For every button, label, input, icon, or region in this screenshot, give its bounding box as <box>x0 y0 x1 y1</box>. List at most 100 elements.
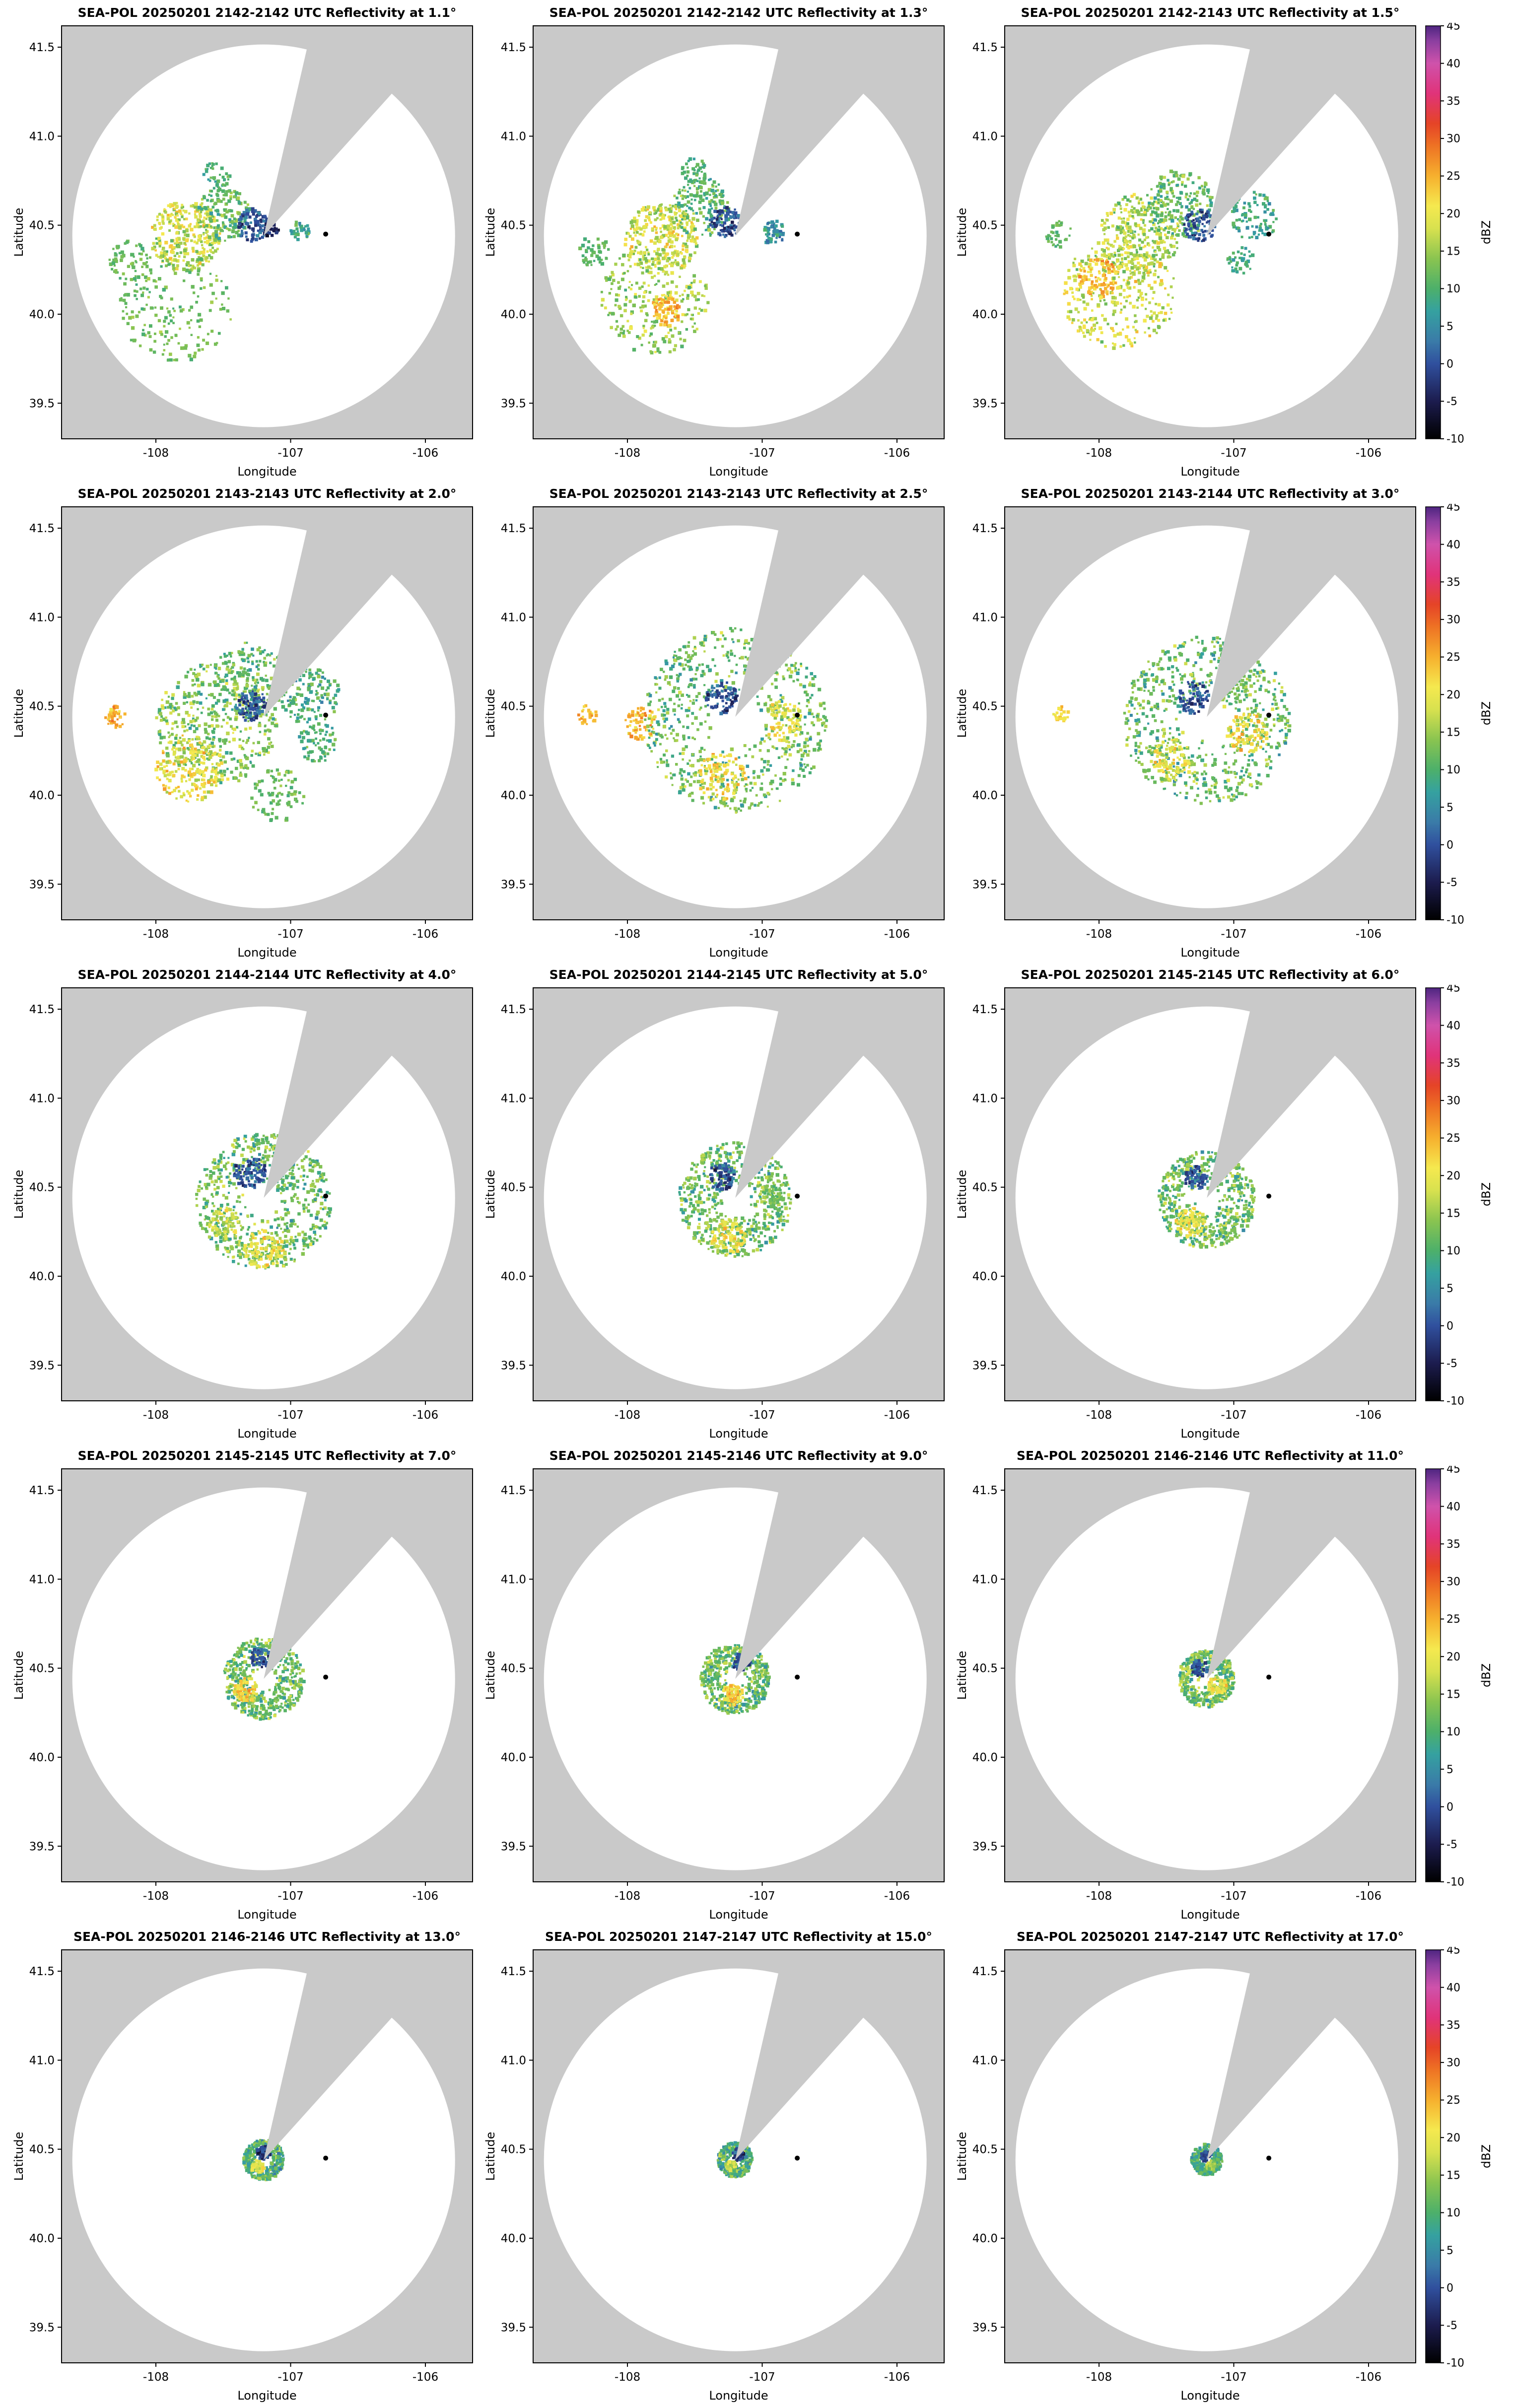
svg-text:-108: -108 <box>615 447 640 460</box>
panel-title: SEA-POL 20250201 2145-2145 UTC Reflectiv… <box>6 1446 478 1466</box>
svg-text:dBZ: dBZ <box>1479 220 1493 244</box>
svg-text:45: 45 <box>1446 23 1460 33</box>
radar-panel: SEA-POL 20250201 2147-2147 UTC Reflectiv… <box>478 1927 949 2406</box>
svg-text:39.5: 39.5 <box>972 397 998 410</box>
radar-plot: -108-107-10639.540.040.541.041.5Longitud… <box>949 1466 1421 1925</box>
panel-title: SEA-POL 20250201 2146-2146 UTC Reflectiv… <box>949 1446 1421 1466</box>
svg-text:40.5: 40.5 <box>29 700 55 713</box>
svg-text:Longitude: Longitude <box>709 465 768 479</box>
svg-text:40: 40 <box>1446 58 1460 70</box>
svg-text:Latitude: Latitude <box>483 208 497 257</box>
svg-text:39.5: 39.5 <box>29 397 55 410</box>
panel-title: SEA-POL 20250201 2147-2147 UTC Reflectiv… <box>478 1927 949 1947</box>
radar-plot: -108-107-10639.540.040.541.041.5Longitud… <box>6 1947 478 2406</box>
figure-row-3: SEA-POL 20250201 2144-2144 UTC Reflectiv… <box>6 965 1513 1446</box>
svg-text:41.0: 41.0 <box>29 130 55 143</box>
svg-text:25: 25 <box>1446 170 1460 183</box>
radar-plot: -108-107-10639.540.040.541.041.5Longitud… <box>478 1947 949 2406</box>
radar-panel: SEA-POL 20250201 2146-2146 UTC Reflectiv… <box>6 1927 478 2406</box>
radar-plot: -108-107-10639.540.040.541.041.5Longitud… <box>478 23 949 482</box>
svg-text:40.5: 40.5 <box>501 219 526 232</box>
svg-text:40.0: 40.0 <box>29 308 55 321</box>
panel-title: SEA-POL 20250201 2142-2143 UTC Reflectiv… <box>949 3 1421 23</box>
svg-text:Longitude: Longitude <box>237 465 296 479</box>
panel-title: SEA-POL 20250201 2142-2142 UTC Reflectiv… <box>6 3 478 23</box>
figure-row-5: SEA-POL 20250201 2146-2146 UTC Reflectiv… <box>6 1927 1513 2408</box>
radar-panel: SEA-POL 20250201 2146-2146 UTC Reflectiv… <box>949 1446 1421 1925</box>
svg-text:-107: -107 <box>1221 447 1246 460</box>
svg-text:41.5: 41.5 <box>501 41 526 54</box>
svg-text:Longitude: Longitude <box>1180 465 1239 479</box>
figure-row-1: SEA-POL 20250201 2142-2142 UTC Reflectiv… <box>6 3 1513 484</box>
radar-plot: -108-107-10639.540.040.541.041.5Longitud… <box>949 985 1421 1444</box>
svg-text:40.0: 40.0 <box>29 789 55 802</box>
panel-title: SEA-POL 20250201 2144-2144 UTC Reflectiv… <box>6 965 478 985</box>
radar-panel: SEA-POL 20250201 2143-2144 UTC Reflectiv… <box>949 484 1421 963</box>
svg-text:20: 20 <box>1446 208 1460 220</box>
radar-panel: SEA-POL 20250201 2142-2142 UTC Reflectiv… <box>478 3 949 482</box>
panel-title: SEA-POL 20250201 2143-2144 UTC Reflectiv… <box>949 484 1421 504</box>
svg-text:40.5: 40.5 <box>29 219 55 232</box>
radar-plot: -108-107-10639.540.040.541.041.5Longitud… <box>6 985 478 1444</box>
panel-title: SEA-POL 20250201 2147-2147 UTC Reflectiv… <box>949 1927 1421 1947</box>
radar-panel: SEA-POL 20250201 2147-2147 UTC Reflectiv… <box>949 1927 1421 2406</box>
svg-text:Longitude: Longitude <box>237 946 296 960</box>
svg-text:-107: -107 <box>749 447 775 460</box>
radar-panel: SEA-POL 20250201 2144-2145 UTC Reflectiv… <box>478 965 949 1444</box>
svg-text:39.5: 39.5 <box>29 878 55 891</box>
svg-text:-106: -106 <box>413 447 438 460</box>
svg-text:5: 5 <box>1446 321 1453 333</box>
svg-text:Latitude: Latitude <box>955 208 969 257</box>
svg-text:10: 10 <box>1446 283 1460 295</box>
svg-text:40.5: 40.5 <box>972 219 998 232</box>
radar-plot: -108 -107 -106 39.5 40.0 40.5 41.0 41.5 Longitud… <box>949 23 1421 482</box>
svg-text:-10: -10 <box>1446 433 1464 446</box>
svg-text:-108: -108 <box>1086 447 1112 460</box>
svg-text:35: 35 <box>1446 95 1460 108</box>
svg-text:40.0: 40.0 <box>972 308 998 321</box>
radar-plot: -108-107-10639.540.040.541.041.5Longitud… <box>949 1947 1421 2406</box>
svg-text:41.5: 41.5 <box>972 41 998 54</box>
svg-text:41.0: 41.0 <box>501 130 526 143</box>
svg-text:-108: -108 <box>143 447 169 460</box>
radar-plot: -108-107-10639.540.040.541.041.5Longitud… <box>6 504 478 963</box>
radar-plot: -108-107-10639.540.040.541.041.5Longitud… <box>478 1466 949 1925</box>
svg-text:0: 0 <box>1446 358 1453 370</box>
panel-title: SEA-POL 20250201 2144-2145 UTC Reflectiv… <box>478 965 949 985</box>
svg-text:-107: -107 <box>277 447 303 460</box>
svg-text:-106: -106 <box>1356 447 1381 460</box>
svg-text:-106: -106 <box>413 928 438 941</box>
svg-text:40.0: 40.0 <box>501 308 526 321</box>
panel-title: SEA-POL 20250201 2143-2143 UTC Reflectiv… <box>478 484 949 504</box>
panel-title: SEA-POL 20250201 2145-2146 UTC Reflectiv… <box>478 1446 949 1466</box>
radar-plot: -108-107-10639.540.040.541.041.5Longitud… <box>6 23 478 482</box>
figure-row-2: SEA-POL 20250201 2143-2143 UTC Reflectiv… <box>6 484 1513 965</box>
radar-panel: SEA-POL 20250201 2145-2145 UTC Reflectiv… <box>6 1446 478 1925</box>
radar-panel: SEA-POL 20250201 2142-2143 UTC Reflectiv… <box>949 3 1421 482</box>
radar-panel: SEA-POL 20250201 2143-2143 UTC Reflectiv… <box>6 484 478 963</box>
svg-text:15: 15 <box>1446 246 1460 258</box>
svg-text:39.5: 39.5 <box>501 397 526 410</box>
panel-title: SEA-POL 20250201 2146-2146 UTC Reflectiv… <box>6 1927 478 1947</box>
radar-panel: SEA-POL 20250201 2144-2144 UTC Reflectiv… <box>6 965 478 1444</box>
radar-panel: SEA-POL 20250201 2145-2146 UTC Reflectiv… <box>478 1446 949 1925</box>
panel-title: SEA-POL 20250201 2143-2143 UTC Reflectiv… <box>6 484 478 504</box>
svg-text:-107: -107 <box>277 928 303 941</box>
radar-plot: -108-107-10639.540.040.541.041.5Longitud… <box>478 985 949 1444</box>
panel-title: SEA-POL 20250201 2142-2142 UTC Reflectiv… <box>478 3 949 23</box>
svg-text:Latitude: Latitude <box>12 689 26 738</box>
svg-text:41.0: 41.0 <box>29 611 55 624</box>
svg-text:41.0: 41.0 <box>972 130 998 143</box>
radar-plot: -108-107-10639.540.040.541.041.5Longitud… <box>949 504 1421 963</box>
